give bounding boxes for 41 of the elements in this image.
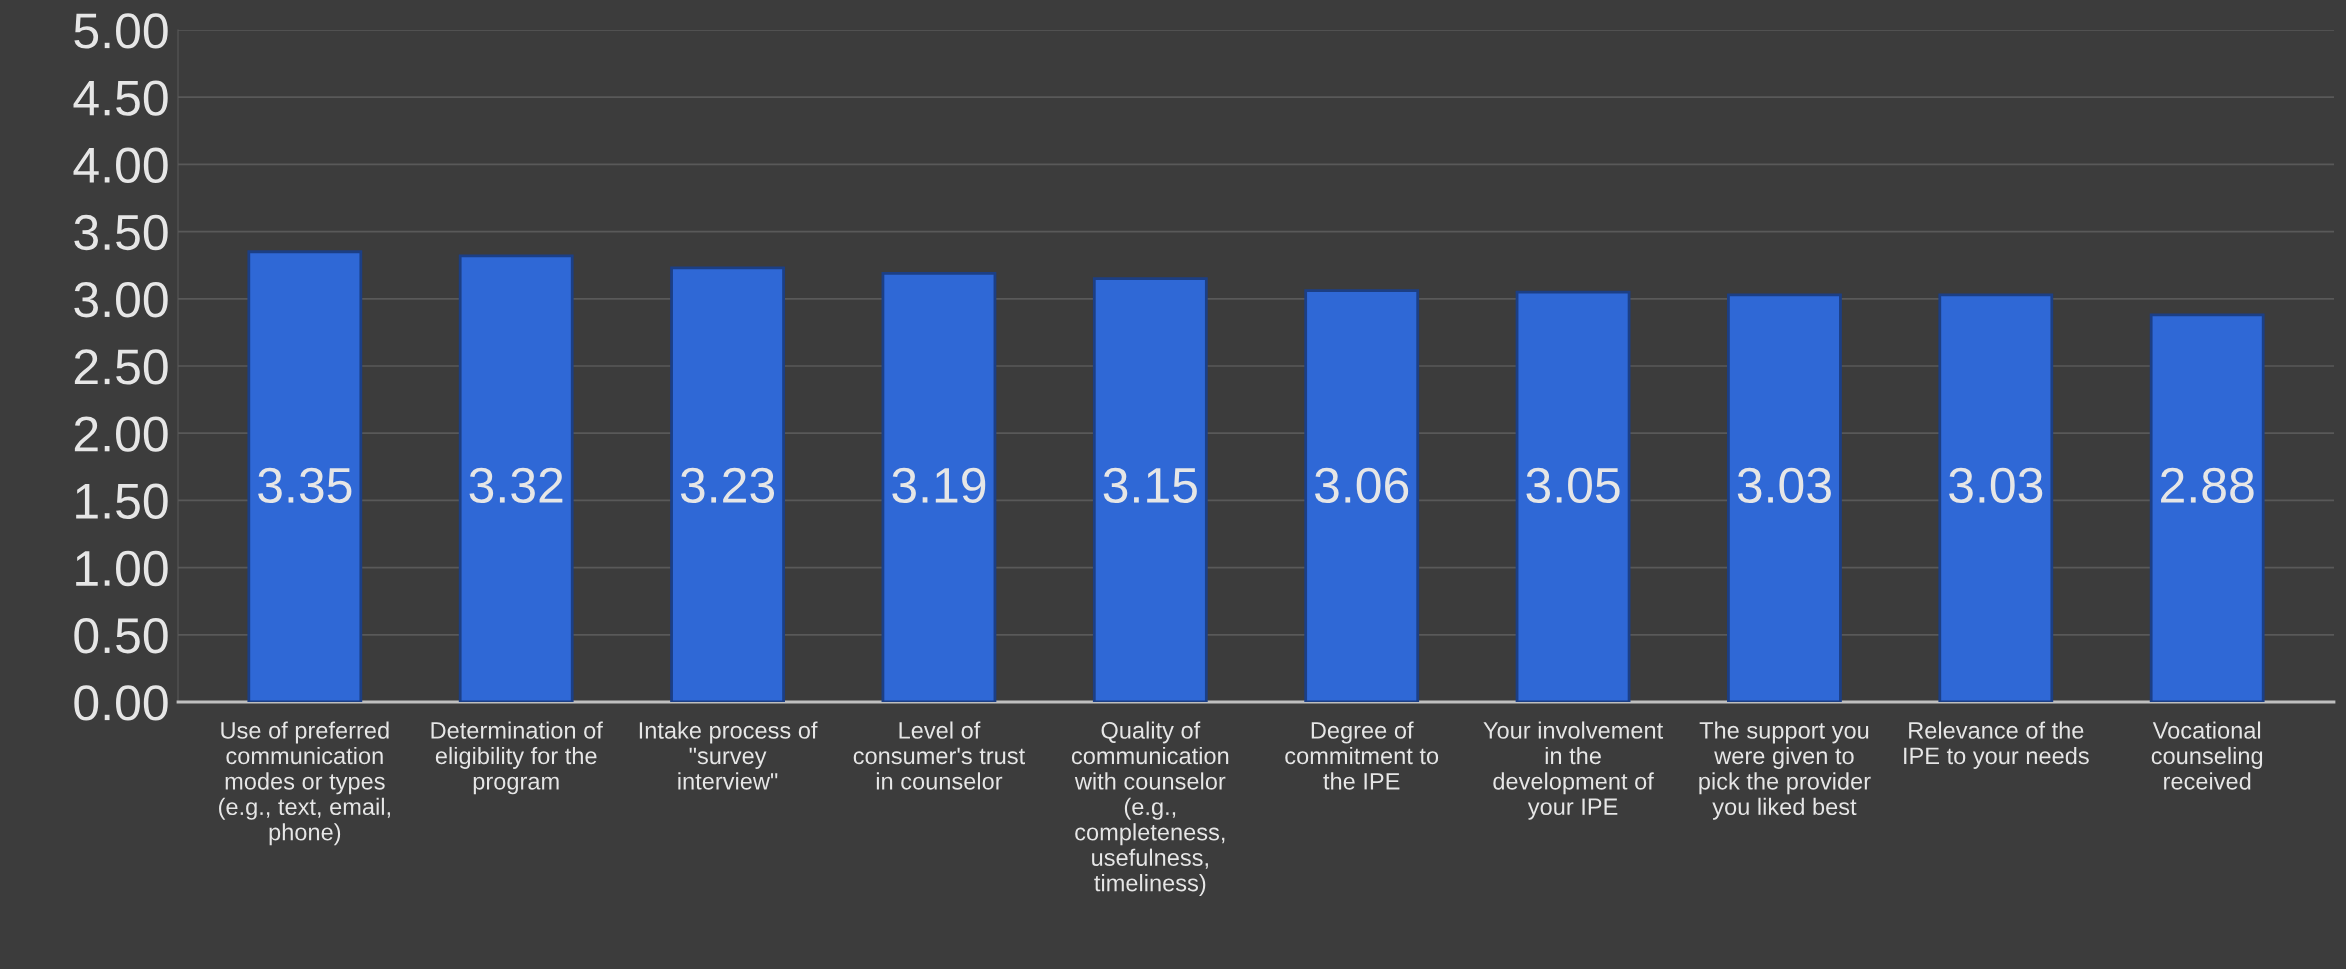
y-tick-label: 5.00 bbox=[74, 13, 168, 49]
data-label: 3.05 bbox=[1526, 467, 1620, 504]
x-tick-label: Degree of commitment to the IPE bbox=[1285, 721, 1439, 790]
x-tick-label: Determination of eligibility for the program bbox=[431, 721, 603, 795]
bar bbox=[1515, 290, 1631, 702]
bar bbox=[1727, 293, 1842, 702]
y-tick-label: 1.00 bbox=[76, 550, 168, 587]
data-label: 3.03 bbox=[1949, 467, 2043, 504]
y-tick-label: 4.00 bbox=[73, 147, 168, 184]
y-tick-label: 3.00 bbox=[74, 282, 168, 318]
data-label: 3.15 bbox=[1103, 467, 1197, 504]
data-label: 3.19 bbox=[892, 467, 986, 504]
x-tick-label: Your involvement in the development of your IPE bbox=[1483, 721, 1664, 820]
bar bbox=[670, 266, 785, 702]
y-tick-label: 3.50 bbox=[74, 214, 168, 251]
y-tick-label: 2.00 bbox=[74, 416, 168, 452]
x-tick-label: Intake process of "survey interview" bbox=[639, 721, 818, 790]
bar bbox=[247, 250, 363, 702]
y-tick-label: 2.50 bbox=[74, 349, 168, 385]
data-label: 2.88 bbox=[2161, 467, 2254, 504]
bar bbox=[1092, 277, 1208, 702]
y-tick-label: 0.00 bbox=[74, 685, 168, 721]
x-tick-label: Quality of communication with counselor (e.g., completeness, usefulness, timeliness) bbox=[1071, 721, 1229, 897]
bar bbox=[458, 254, 574, 702]
bar bbox=[881, 271, 997, 702]
y-tick-label: 0.50 bbox=[74, 618, 168, 654]
y-tick-label: 1.50 bbox=[76, 483, 168, 520]
data-label: 3.35 bbox=[258, 467, 352, 504]
y-tick-label: 4.50 bbox=[73, 80, 168, 116]
x-tick-label: Vocational counseling received bbox=[2151, 721, 2263, 790]
x-tick-label: Level of consumer's trust in counselor bbox=[853, 721, 1025, 790]
data-label: 3.32 bbox=[469, 467, 563, 504]
bar bbox=[1938, 293, 2054, 702]
x-tick-label: Use of preferred communication modes or types (e.g., text, email, phone) bbox=[219, 721, 390, 846]
data-label: 3.03 bbox=[1737, 467, 1831, 504]
bar bbox=[2149, 313, 2265, 702]
x-tick-label: Relevance of the IPE to your needs bbox=[1904, 721, 2089, 769]
data-label: 3.23 bbox=[680, 467, 775, 504]
data-label: 3.06 bbox=[1314, 467, 1409, 504]
x-tick-label: The support you were given to pick the provider you liked best bbox=[1699, 721, 1871, 820]
bar bbox=[1304, 289, 1420, 702]
